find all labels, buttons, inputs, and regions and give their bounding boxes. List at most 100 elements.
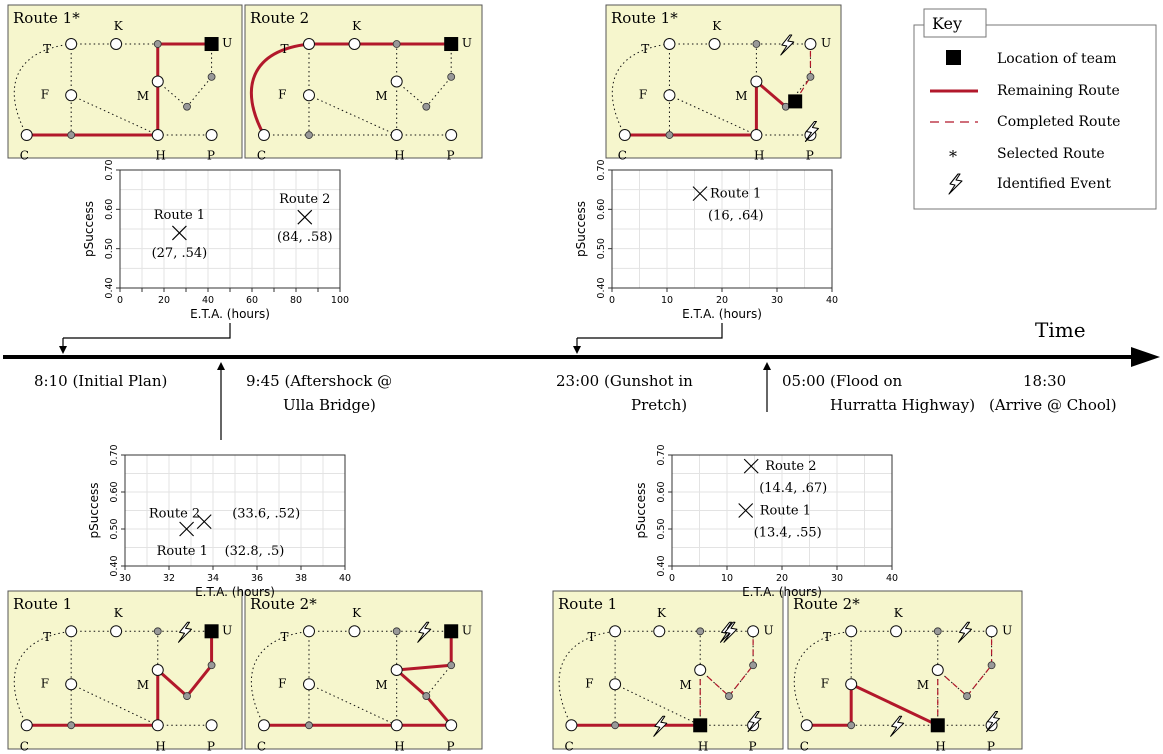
node-label: F <box>585 676 593 690</box>
location-node <box>151 719 164 732</box>
point-name-label: Route 2 <box>149 507 200 522</box>
waypoint-node <box>422 102 431 111</box>
x-tick-label: 34 <box>207 573 219 584</box>
point-name-label: Route 1 <box>760 504 811 519</box>
x-tick-label: 0 <box>669 573 675 584</box>
node-label: M <box>680 678 692 692</box>
x-tick-label: 0 <box>609 295 615 306</box>
team-location-marker <box>204 37 219 52</box>
waypoint-node <box>422 692 431 700</box>
node-label: H <box>394 149 404 163</box>
node-label: H <box>698 740 708 754</box>
event-text-4-line1: 18:30 <box>1023 372 1066 390</box>
timeline-connectors <box>59 323 771 440</box>
node-label: P <box>207 149 215 163</box>
panel-background <box>244 4 483 159</box>
team-location-marker <box>204 624 219 639</box>
node-label: P <box>987 740 995 754</box>
key-legend: Key Location of team Remaining Route Com… <box>913 8 1157 210</box>
plot-frame <box>124 454 346 567</box>
key-label-selected: Selected Route <box>997 146 1105 162</box>
waypoint-node <box>752 40 761 48</box>
x-tick-label: 60 <box>246 295 258 306</box>
location-node <box>65 38 78 51</box>
timeline-arrowhead <box>1131 347 1160 367</box>
connector-line <box>63 323 231 339</box>
event-text-3-line2: Hurratta Highway) <box>830 396 975 414</box>
location-node <box>390 664 403 676</box>
scatter-chart: 0 10 20 30 40 0.40 0.50 0.60 0.70 E.T.A. (hours) p… <box>634 444 898 599</box>
y-axis-label: pSuccess <box>634 483 648 539</box>
remaining-route-segment <box>395 668 428 698</box>
y-tick-label: 0.70 <box>596 159 607 180</box>
x-axis-label: E.T.A. (hours) <box>742 585 822 599</box>
waypoint-node <box>392 627 401 636</box>
lightning-icon <box>804 120 819 142</box>
connector-arrowhead <box>573 346 581 354</box>
waypoint-node <box>67 131 76 139</box>
location-node <box>390 75 403 88</box>
team-location-marker <box>444 37 459 52</box>
location-node <box>65 678 78 691</box>
point-value-label: (84, .58) <box>277 230 333 245</box>
connector-arrowhead <box>217 362 225 370</box>
event-text-4-line2: (Arrive @ Chool) <box>989 396 1117 414</box>
event-text-3-line1: 05:00 (Flood on <box>782 372 903 390</box>
y-tick-label: 0.60 <box>656 481 667 502</box>
node-label: P <box>446 149 454 163</box>
x-tick-label: 30 <box>831 573 843 584</box>
location-node <box>65 89 78 102</box>
completed-route-segment <box>699 669 730 697</box>
waypoint-node <box>447 661 456 670</box>
lightning-icon <box>780 34 795 56</box>
node-label: H <box>935 740 945 754</box>
point-name-label: Route 1 <box>157 544 208 559</box>
x-tick-label: 38 <box>295 573 307 584</box>
location-node <box>302 38 315 51</box>
waypoint-node <box>847 721 856 730</box>
node-label: U <box>222 623 232 637</box>
key-label-event: Identified Event <box>997 176 1111 192</box>
remaining-route-segment <box>395 663 453 672</box>
lightning-icon <box>747 711 762 733</box>
node-label: T <box>641 42 649 56</box>
x-tick-label: 40 <box>886 573 898 584</box>
node-label: C <box>618 149 627 163</box>
x-tick-label: 10 <box>661 295 673 306</box>
location-node <box>845 625 858 638</box>
marker-stroke <box>179 521 194 537</box>
panel-background <box>7 590 243 750</box>
panel-title: Route 1* <box>13 9 80 27</box>
waypoint-node <box>305 721 313 730</box>
node-label: H <box>754 149 764 163</box>
data-point-marker <box>179 521 194 537</box>
node-label: K <box>114 606 124 620</box>
key-title: Key <box>932 14 962 33</box>
y-tick-label: 0.60 <box>104 199 115 220</box>
x-tick-label: 20 <box>158 295 170 306</box>
timeline: Time 8:10 (Initial Plan) 9:45 (Aftershoc… <box>3 318 1160 414</box>
marker-stroke <box>196 514 212 529</box>
location-node <box>750 129 763 142</box>
node-label: C <box>800 740 809 754</box>
point-name-label: Route 2 <box>765 459 816 474</box>
point-value-label: (14.4, .67) <box>759 481 827 496</box>
scatter-chart: 30 32 34 36 38 40 0.40 0.50 0.60 0.70 E.T.A. (hour… <box>87 444 351 599</box>
panel-background <box>787 590 1023 750</box>
location-node <box>653 625 666 638</box>
y-tick-label: 0.40 <box>109 555 120 576</box>
node-label: K <box>657 606 667 620</box>
panel-background <box>605 4 842 159</box>
node-label: U <box>821 36 831 50</box>
location-node <box>390 129 403 142</box>
node-label: F <box>278 676 286 690</box>
node-label: K <box>352 19 362 33</box>
y-tick-label: 0.60 <box>596 199 607 220</box>
y-tick-label: 0.50 <box>596 238 607 259</box>
node-label: U <box>462 623 472 637</box>
node-label: H <box>394 740 404 754</box>
node-label: C <box>565 740 574 754</box>
waypoint-node <box>806 73 815 81</box>
node-label: U <box>222 36 232 50</box>
